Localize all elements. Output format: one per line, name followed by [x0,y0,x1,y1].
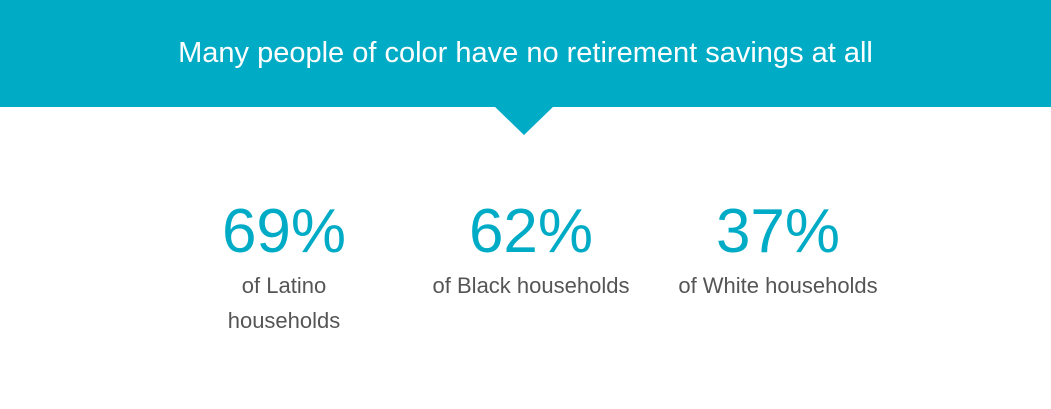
header-pointer [494,106,554,135]
stat-label: of Black households [432,273,630,298]
title: Many people of color have no retirement … [178,37,873,69]
stat-value: 37% [715,197,841,266]
stat: 62% of Black households [421,196,641,303]
stat: 37% of White households [668,196,888,303]
stat-value: 62% [468,197,594,266]
stat-label: of White households [678,273,878,298]
stat-value: 69% [221,197,347,266]
header-banner [0,0,1051,107]
stat-label: of Latino households [227,273,341,333]
stat: 69% of Latino households [174,196,394,338]
